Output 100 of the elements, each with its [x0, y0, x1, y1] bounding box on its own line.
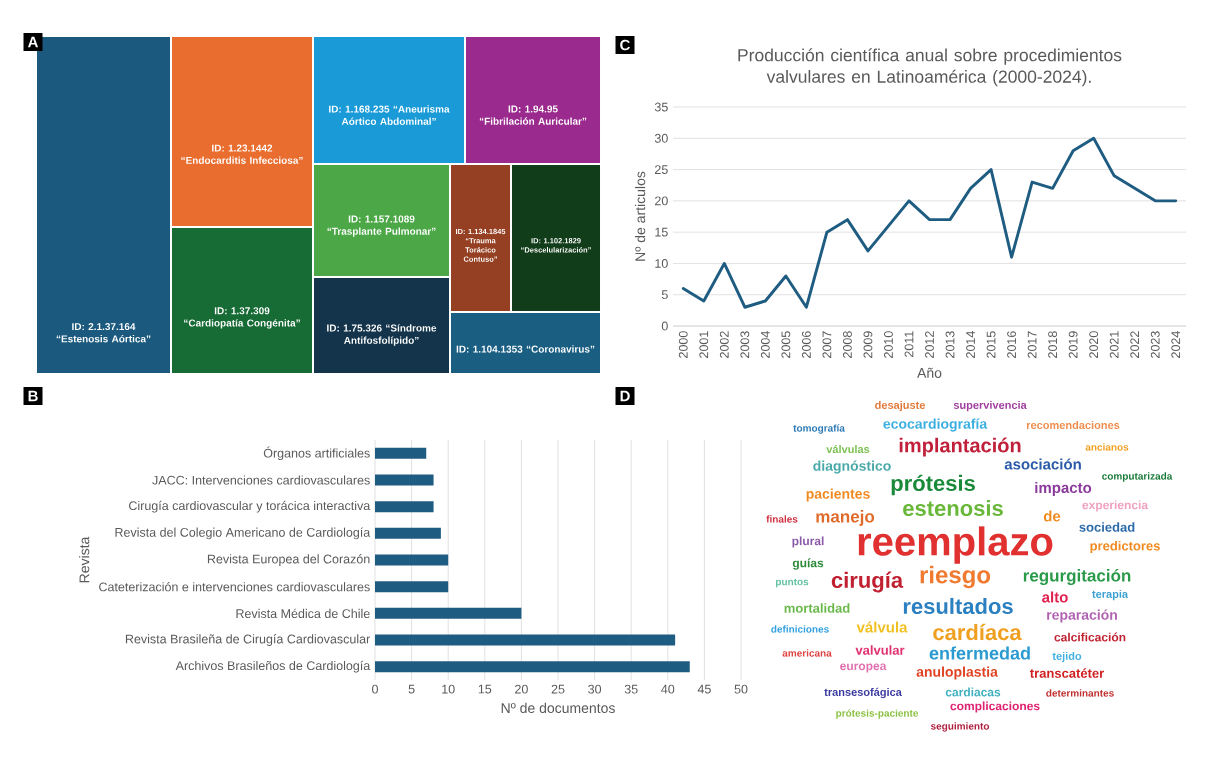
y-tick-label: 30: [654, 133, 668, 143]
category-label: finales: [766, 515, 798, 523]
bar: [375, 634, 676, 646]
x-tick-label: 45: [697, 684, 711, 694]
category-label: mortalidad: [784, 603, 850, 613]
bar: [375, 447, 427, 459]
y-tick-label: Revista Brasileña de Cirugía Cardiovascular: [125, 634, 371, 646]
category-label: resultados: [903, 597, 1013, 615]
text: B: [28, 390, 38, 402]
x-tick-label: 30: [588, 684, 602, 694]
y-tick-label: Revista Médica de Chile: [236, 608, 370, 619]
x-axis-title: Año: [917, 367, 942, 378]
category-label: calcificación: [1054, 632, 1126, 642]
category-label: plural: [792, 536, 824, 548]
category-label: transesofágica: [824, 687, 902, 699]
x-tick-label: 15: [478, 684, 492, 694]
category-label: transcatéter: [1029, 668, 1105, 678]
category-label: complicaciones: [950, 701, 1040, 713]
category-label: cirugía: [831, 571, 904, 593]
x-tick-label: 2003: [740, 331, 750, 358]
x-tick-label: 2023: [1150, 331, 1160, 358]
category-label: americana: [782, 649, 832, 657]
category-label: tejido: [1052, 651, 1082, 663]
x-tick-label: 2013: [945, 331, 955, 358]
text: C: [620, 39, 631, 51]
bar: [375, 581, 449, 593]
category-label: predictores: [1090, 540, 1160, 554]
bar: [375, 554, 449, 566]
category-label: ID: 2.1.37.164 “Estenosis Aórtica”: [56, 323, 151, 343]
category-label: ID: 1.37.309 “Cardiopatía Congénita”: [184, 307, 300, 329]
y-tick-label: Cateterización e intervenciones cardiovasculares: [99, 582, 370, 592]
bar: [375, 474, 434, 486]
category-label: de: [1043, 510, 1061, 522]
x-tick-label: 2014: [966, 331, 975, 358]
x-tick-label: 2000: [678, 331, 688, 358]
bar: [375, 607, 522, 619]
y-tick-label: JACC: Intervenciones cardiovasculares: [152, 475, 370, 485]
category-label: ancianos: [1085, 443, 1129, 451]
y-tick-label: Archivos Brasileños de Cardiología: [175, 660, 371, 673]
category-label: ID: 1.168.235 “Aneurisma Aórtico Abdominal”: [329, 105, 450, 125]
y-tick-label: Órganos artificiales: [263, 446, 370, 461]
bar: [375, 527, 441, 539]
y-tick-label: 15: [655, 227, 668, 237]
x-tick-label: 0: [372, 684, 378, 694]
x-tick-label: 2012: [925, 331, 934, 358]
x-tick-label: 20: [515, 684, 528, 694]
category-label: terapia: [1092, 589, 1129, 601]
text: A: [27, 36, 39, 48]
y-tick-label: Revista del Colegio Americano de Cardiología: [115, 527, 371, 540]
x-tick-label: 2008: [842, 331, 852, 358]
category-label: computarizada: [1102, 472, 1173, 482]
category-label: ecocardiografía: [883, 418, 988, 432]
category-label: asociación: [1004, 458, 1081, 470]
category-label: ID: 1.104.1353 “Coronavirus”: [456, 345, 595, 353]
category-label: desajuste: [875, 400, 926, 412]
x-tick-label: 25: [551, 684, 565, 694]
x-tick-label: 2022: [1130, 331, 1140, 358]
text: D: [620, 390, 630, 402]
category-label: pacientes: [806, 488, 870, 502]
x-tick-label: 40: [661, 684, 675, 694]
category-label: experiencia: [1082, 500, 1149, 512]
category-label: implantación: [899, 437, 1021, 457]
category-label: supervivencia: [953, 400, 1027, 412]
category-label: impacto: [1035, 482, 1092, 496]
category-label: ID: 1.23.1442 “Endocarditis Infecciosa”: [181, 144, 303, 164]
chart-title: Producción científica anual sobre procedimientos valvulares en Latinoamérica (2000-2024).: [738, 48, 1122, 87]
category-label: cardiacas: [945, 687, 1001, 697]
x-tick-label: 35: [624, 684, 638, 694]
bar: [375, 501, 434, 513]
category-label: prótesis: [891, 474, 975, 496]
y-tick-label: 25: [655, 165, 668, 175]
x-tick-label: 2024: [1171, 331, 1181, 358]
x-tick-label: 2001: [699, 331, 709, 358]
bar: [375, 661, 690, 673]
x-tick-label: 2019: [1068, 331, 1078, 358]
x-tick-label: 2010: [884, 331, 893, 358]
x-tick-label: 2004: [760, 331, 770, 358]
x-axis-title: Nº de documentos: [501, 702, 615, 714]
category-label: valvular: [855, 645, 905, 655]
x-tick-label: 50: [734, 684, 748, 694]
category-label: tomografía: [793, 424, 845, 434]
x-tick-label: 2020: [1089, 331, 1099, 358]
x-tick-label: 2009: [863, 331, 873, 358]
category-label: reparación: [1047, 609, 1117, 623]
y-tick-label: Revista Europea del Corazón: [207, 554, 370, 566]
x-tick-label: 2017: [1027, 331, 1037, 358]
x-tick-label: 2015: [986, 331, 996, 358]
category-label: recomendaciones: [1026, 420, 1120, 430]
y-tick-label: 10: [655, 259, 668, 268]
category-label: riesgo: [920, 565, 991, 589]
category-label: estenosis: [903, 499, 1003, 517]
category-label: manejo: [816, 510, 875, 526]
x-tick-label: 2005: [781, 331, 791, 358]
y-tick-label: 35: [654, 102, 668, 112]
category-label: sociedad: [1079, 522, 1135, 532]
x-tick-label: 2006: [801, 331, 811, 358]
x-tick-label: 2016: [1007, 331, 1017, 358]
category-label: reemplazo: [858, 526, 1053, 564]
category-label: puntos: [776, 578, 809, 588]
x-tick-label: 10: [442, 684, 455, 694]
